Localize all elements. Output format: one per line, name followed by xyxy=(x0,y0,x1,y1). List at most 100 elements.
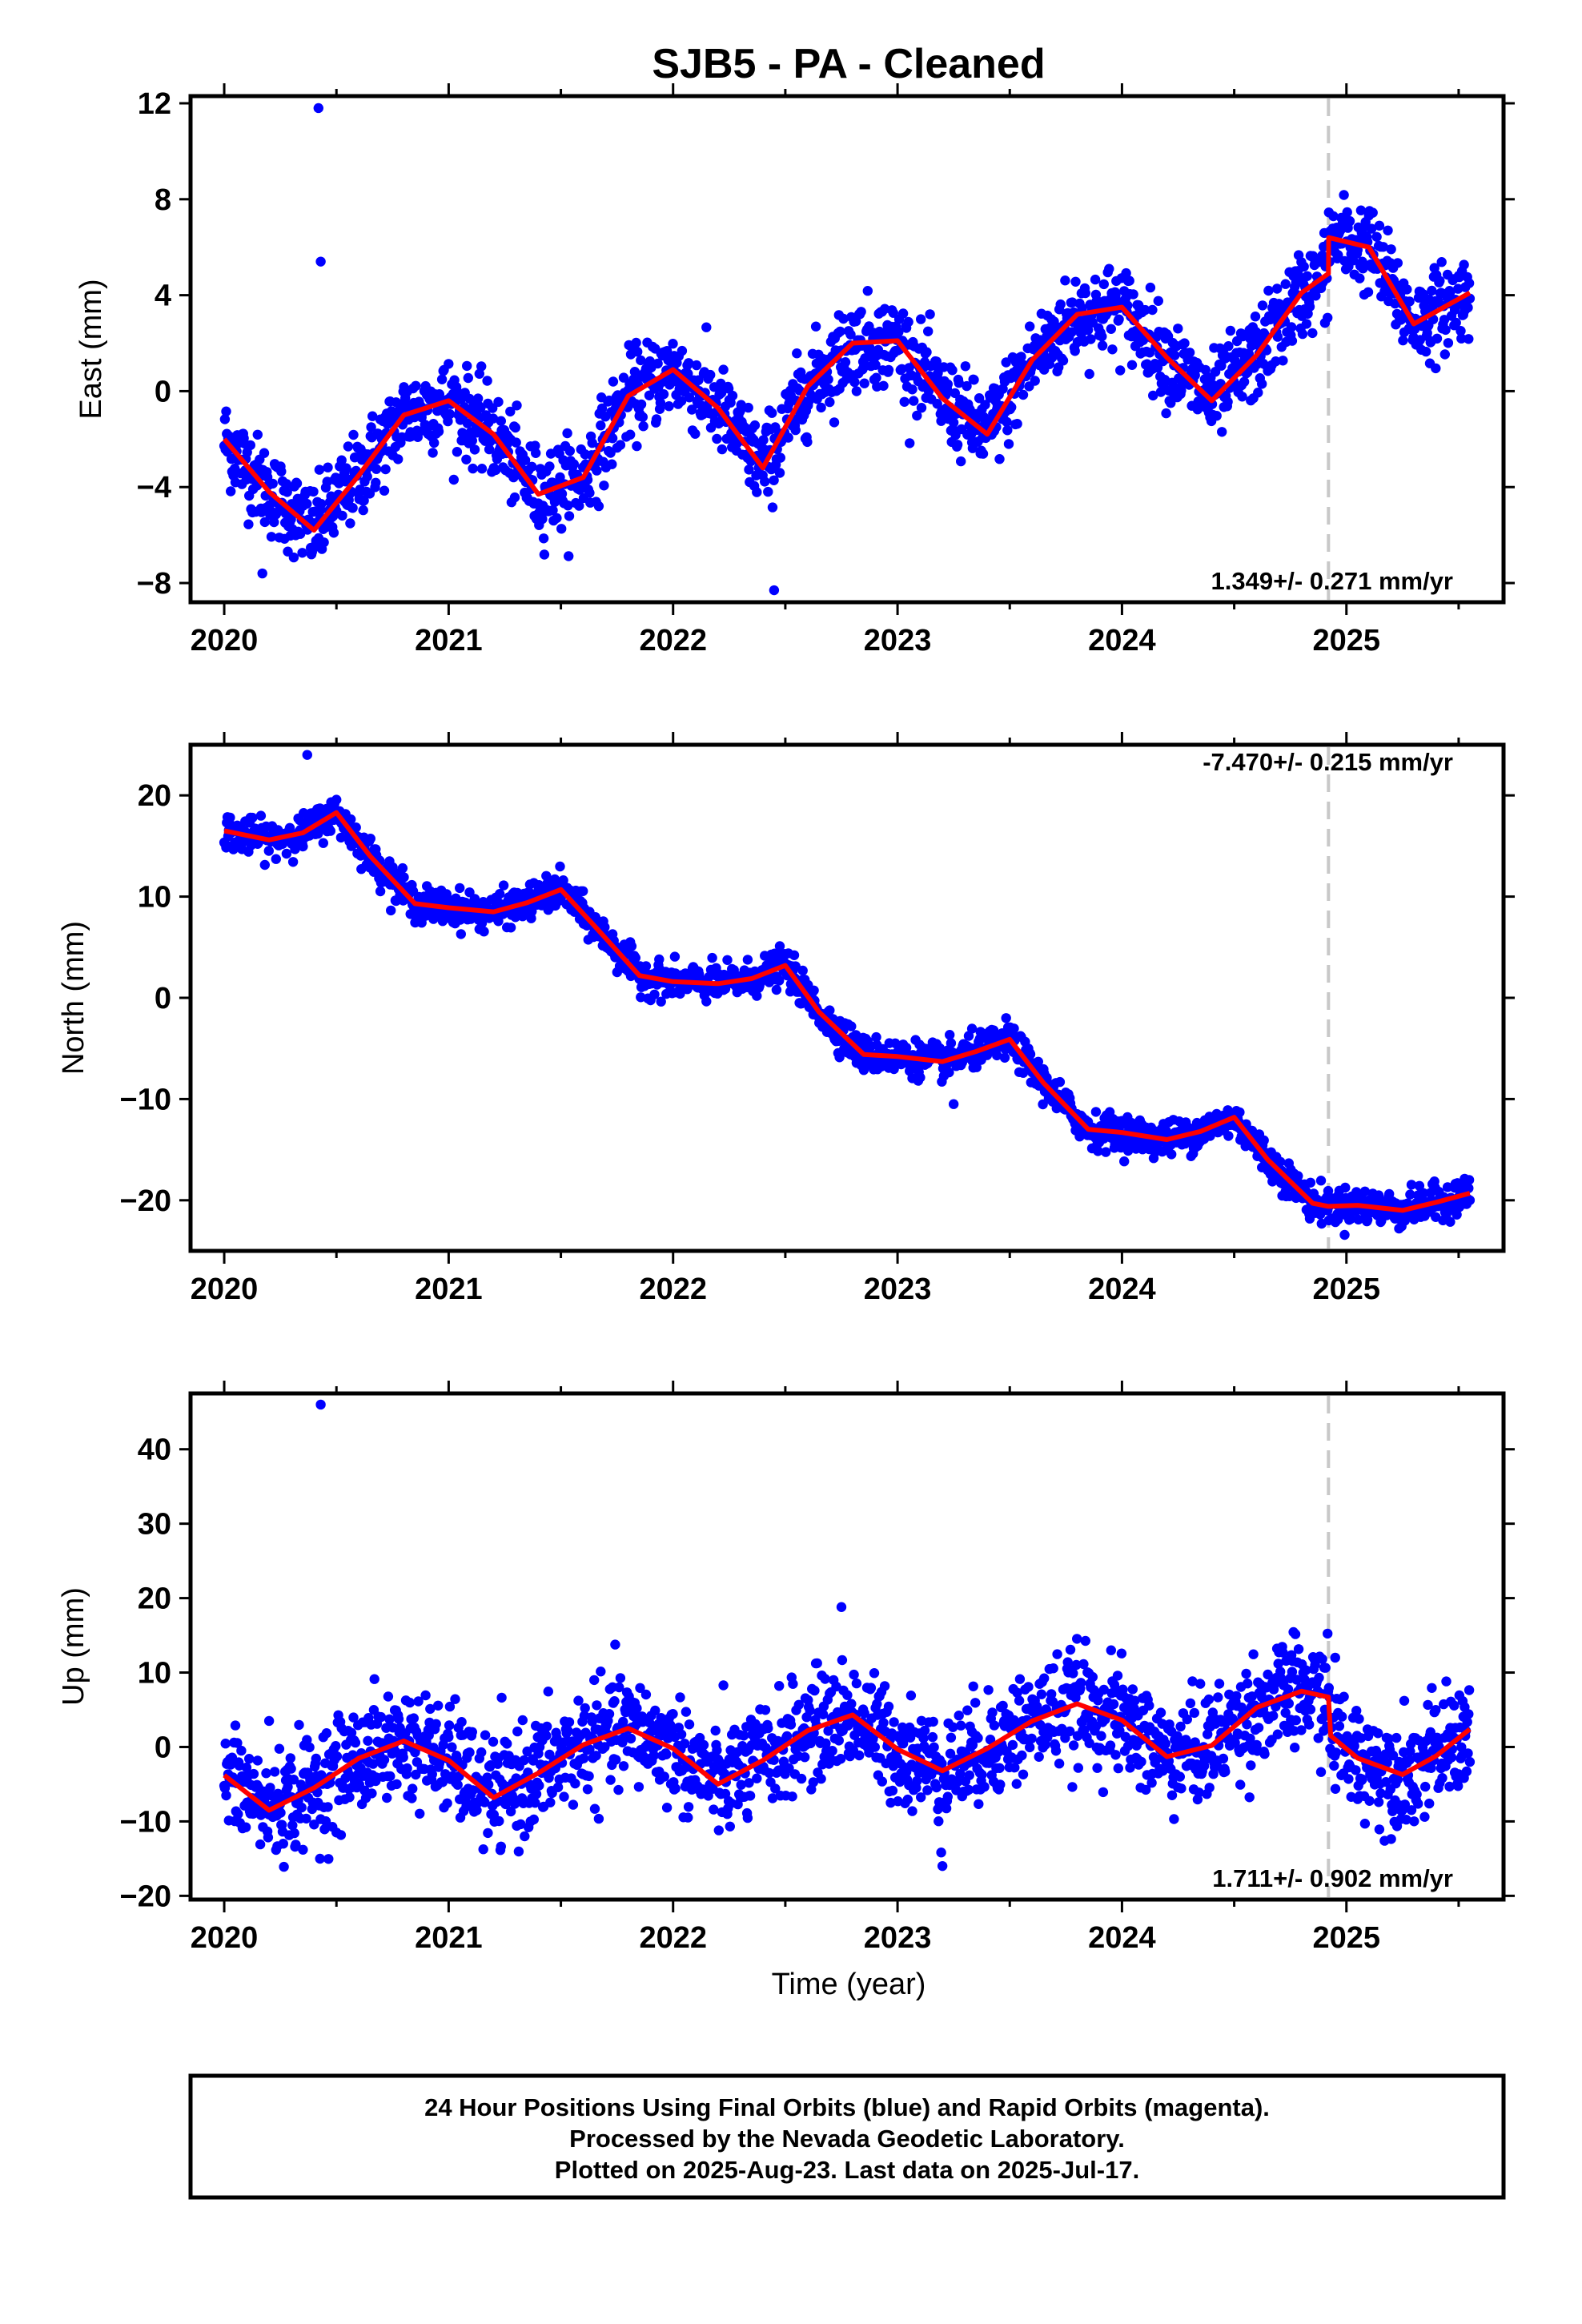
east-data-point xyxy=(923,326,934,336)
east-data-point xyxy=(960,361,971,372)
east-data-point xyxy=(461,454,472,464)
east-data-point xyxy=(687,404,697,415)
east-data-point xyxy=(462,418,473,428)
up-data-point xyxy=(709,1804,719,1815)
north-y-tick-label: −20 xyxy=(120,1184,171,1218)
up-data-point xyxy=(559,1791,569,1802)
east-data-point xyxy=(1339,190,1349,200)
up-data-point xyxy=(865,1683,877,1693)
up-data-point xyxy=(837,1655,848,1666)
east-data-point xyxy=(1153,296,1164,306)
east-data-point xyxy=(564,551,574,561)
east-data-point xyxy=(1237,392,1247,402)
north-rate-label: -7.470+/- 0.215 mm/yr xyxy=(1203,748,1453,776)
up-data-point xyxy=(907,1806,917,1816)
up-data-point xyxy=(331,1751,343,1762)
east-data-point xyxy=(792,348,802,359)
east-data-point xyxy=(448,474,459,485)
east-data-point xyxy=(596,403,608,414)
east-data-point xyxy=(282,487,292,497)
east-data-point xyxy=(1223,341,1234,352)
east-data-point xyxy=(655,397,666,408)
up-data-point xyxy=(331,1741,341,1751)
east-data-point xyxy=(676,396,687,406)
east-data-point xyxy=(482,376,492,386)
north-data-point xyxy=(654,954,665,965)
up-data-point xyxy=(408,1713,419,1723)
east-data-point xyxy=(568,459,579,469)
up-data-point xyxy=(278,1839,288,1849)
east-y-axis-label: East (mm) xyxy=(74,279,108,419)
north-data-point xyxy=(318,838,328,848)
up-data-point xyxy=(809,1685,820,1696)
east-data-point xyxy=(878,380,889,391)
north-data-point xyxy=(399,872,409,883)
up-data-point xyxy=(878,1718,889,1728)
up-data-point xyxy=(589,1675,600,1686)
up-data-point xyxy=(661,1803,673,1813)
east-data-point xyxy=(252,429,263,440)
up-data-point xyxy=(279,1861,289,1872)
north-data-point xyxy=(915,1072,926,1083)
up-data-point xyxy=(661,1749,672,1759)
east-data-point xyxy=(683,358,694,368)
up-data-point xyxy=(407,1793,417,1803)
east-data-point xyxy=(1374,220,1385,231)
east-data-point xyxy=(548,505,558,516)
east-y-tick-label: 12 xyxy=(138,87,171,121)
east-data-point xyxy=(467,436,477,446)
east-data-point xyxy=(367,411,378,421)
north-y-tick-label: 20 xyxy=(138,779,171,813)
east-y-tick-label: −4 xyxy=(137,471,171,505)
east-data-point xyxy=(452,447,463,457)
up-data-point xyxy=(513,1846,524,1857)
east-data-point xyxy=(899,396,909,407)
east-data-point xyxy=(359,495,369,506)
east-data-point xyxy=(1367,207,1378,218)
up-data-point xyxy=(788,1679,798,1689)
east-data-point xyxy=(769,475,779,485)
north-data-point xyxy=(247,812,258,823)
north-data-point xyxy=(365,834,375,844)
east-data-point xyxy=(825,396,835,408)
up-data-point xyxy=(240,1822,251,1832)
east-data-point xyxy=(476,464,488,474)
up-data-point xyxy=(698,1739,709,1751)
up-data-point xyxy=(402,1763,412,1774)
up-data-point xyxy=(415,1808,425,1819)
east-data-point xyxy=(905,438,915,448)
east-data-point xyxy=(916,403,927,413)
east-data-point xyxy=(1002,425,1013,436)
east-data-point xyxy=(1003,439,1014,449)
up-data-point xyxy=(236,1745,247,1756)
north-x-tick-label: 2024 xyxy=(1088,1273,1156,1306)
east-data-point xyxy=(379,485,390,496)
east-data-point xyxy=(1250,312,1261,322)
up-data-point xyxy=(433,1700,444,1711)
east-data-point xyxy=(488,413,499,424)
up-data-point xyxy=(269,1767,280,1777)
east-data-point xyxy=(870,360,881,370)
north-data-point xyxy=(1054,1076,1066,1088)
up-data-point xyxy=(905,1691,917,1701)
east-data-point xyxy=(411,380,421,391)
up-data-point xyxy=(519,1755,529,1766)
east-data-point xyxy=(1297,328,1308,340)
east-y-tick-label: 0 xyxy=(155,375,171,408)
east-data-point xyxy=(1383,225,1393,235)
north-data-point xyxy=(331,794,342,805)
north-data-point xyxy=(1166,1149,1177,1160)
east-data-point xyxy=(607,459,617,469)
east-data-point xyxy=(574,501,584,511)
east-data-point xyxy=(1090,274,1101,285)
east-data-point xyxy=(316,499,327,509)
east-data-point xyxy=(664,401,674,412)
east-data-point xyxy=(1420,346,1431,357)
east-data-point xyxy=(1287,336,1298,346)
east-data-point xyxy=(544,461,555,472)
east-data-point xyxy=(462,360,472,372)
east-data-point xyxy=(444,359,454,369)
east-outlier-point xyxy=(313,103,323,114)
up-data-point xyxy=(684,1719,695,1730)
north-data-point xyxy=(701,996,712,1007)
